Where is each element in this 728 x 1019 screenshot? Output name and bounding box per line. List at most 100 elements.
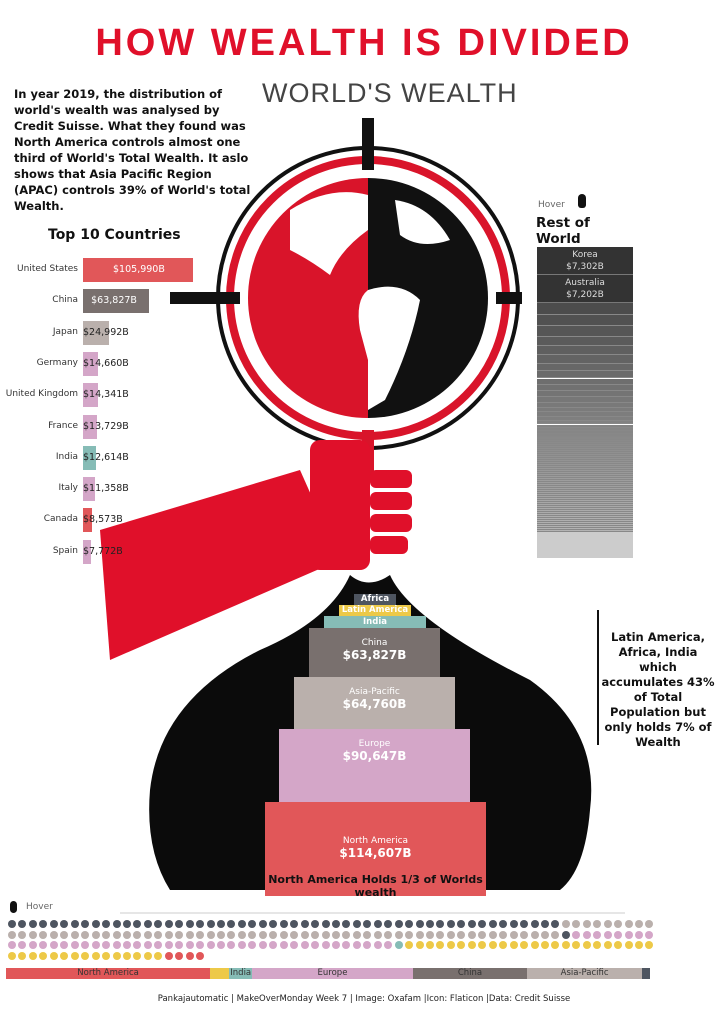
- wealth-dot[interactable]: [164, 920, 173, 928]
- wealth-dot[interactable]: [279, 941, 288, 949]
- wealth-dot[interactable]: [196, 930, 205, 939]
- wealth-dot[interactable]: [467, 941, 476, 949]
- region-block[interactable]: India: [324, 616, 426, 628]
- wealth-dot[interactable]: [614, 941, 623, 949]
- wealth-dot[interactable]: [342, 930, 351, 939]
- wealth-dot[interactable]: [499, 930, 508, 939]
- wealth-dot[interactable]: [363, 920, 372, 928]
- country-row[interactable]: Italy $11,358B: [0, 477, 260, 502]
- wealth-dot[interactable]: [237, 920, 246, 928]
- wealth-dot[interactable]: [28, 920, 37, 928]
- wealth-dot[interactable]: [112, 951, 121, 960]
- wealth-dot[interactable]: [175, 920, 184, 928]
- wealth-dot[interactable]: [467, 930, 476, 939]
- rest-of-world-item[interactable]: [537, 416, 633, 421]
- wealth-dot[interactable]: [457, 920, 466, 928]
- wealth-dot[interactable]: [426, 930, 434, 939]
- wealth-dot[interactable]: [217, 920, 225, 928]
- wealth-dot[interactable]: [143, 941, 152, 949]
- wealth-dot[interactable]: [258, 941, 267, 949]
- rest-of-world-item[interactable]: [537, 336, 633, 347]
- wealth-dot[interactable]: [133, 930, 142, 939]
- wealth-dot[interactable]: [373, 941, 382, 949]
- wealth-dot[interactable]: [467, 920, 476, 928]
- rest-of-world-item[interactable]: [537, 524, 633, 527]
- rest-of-world-item[interactable]: [537, 498, 633, 501]
- wealth-dot[interactable]: [446, 930, 455, 939]
- wealth-dot[interactable]: [499, 920, 508, 928]
- wealth-dot[interactable]: [572, 920, 581, 928]
- rest-of-world-item[interactable]: [537, 520, 633, 523]
- wealth-dot[interactable]: [331, 930, 340, 939]
- rest-of-world-item[interactable]: [537, 456, 633, 459]
- rest-of-world-item[interactable]: [537, 437, 633, 440]
- rest-of-world-item[interactable]: [537, 468, 633, 471]
- wealth-dot[interactable]: [154, 930, 163, 939]
- wealth-dot[interactable]: [394, 930, 403, 939]
- rest-of-world-item[interactable]: [537, 439, 633, 443]
- rest-of-world-item[interactable]: [537, 522, 633, 525]
- wealth-dot[interactable]: [8, 951, 16, 960]
- rest-of-world-item[interactable]: [537, 454, 633, 457]
- wealth-dot[interactable]: [143, 920, 152, 928]
- rest-of-world-item[interactable]: [537, 397, 633, 403]
- wealth-dot[interactable]: [70, 941, 79, 949]
- rest-of-world-item[interactable]: [537, 474, 633, 477]
- wealth-dot[interactable]: [60, 941, 69, 949]
- wealth-dot[interactable]: [122, 920, 131, 928]
- wealth-dot[interactable]: [478, 920, 487, 928]
- wealth-dot[interactable]: [331, 920, 340, 928]
- rest-of-world-item[interactable]: [537, 412, 633, 417]
- wealth-dot[interactable]: [342, 920, 351, 928]
- wealth-dot[interactable]: [91, 941, 100, 949]
- wealth-dot[interactable]: [237, 941, 246, 949]
- wealth-dot[interactable]: [60, 930, 69, 939]
- country-row[interactable]: United States $105,990B: [0, 258, 260, 282]
- rest-of-world-item[interactable]: [537, 434, 633, 438]
- wealth-dot[interactable]: [603, 941, 612, 949]
- wealth-dot[interactable]: [373, 920, 382, 928]
- country-bar[interactable]: [83, 289, 150, 314]
- wealth-dot[interactable]: [415, 941, 424, 949]
- wealth-dot[interactable]: [248, 941, 257, 949]
- country-bar[interactable]: [83, 258, 194, 282]
- wealth-dot[interactable]: [70, 930, 79, 939]
- wealth-dot[interactable]: [520, 941, 529, 949]
- country-row[interactable]: Spain $7,772B: [0, 539, 260, 564]
- wealth-dot[interactable]: [175, 941, 184, 949]
- wealth-dot[interactable]: [551, 930, 560, 939]
- wealth-dot[interactable]: [311, 930, 320, 939]
- rest-of-world-item[interactable]: [537, 385, 633, 392]
- wealth-dot[interactable]: [582, 941, 591, 949]
- country-bar[interactable]: [83, 414, 98, 439]
- wealth-dot[interactable]: [394, 920, 403, 928]
- wealth-dot[interactable]: [164, 951, 173, 960]
- rest-of-world-item[interactable]: [537, 466, 633, 469]
- wealth-dot[interactable]: [154, 951, 163, 960]
- wealth-dot[interactable]: [122, 941, 131, 949]
- wealth-dot[interactable]: [561, 930, 570, 939]
- wealth-dot[interactable]: [279, 920, 288, 928]
- rest-of-world-item[interactable]: [537, 371, 633, 379]
- wealth-dot[interactable]: [614, 930, 623, 939]
- country-bar[interactable]: [83, 383, 98, 408]
- wealth-dot[interactable]: [143, 951, 152, 960]
- wealth-dot[interactable]: [112, 920, 121, 928]
- wealth-dot[interactable]: [342, 941, 351, 949]
- rest-of-world-item[interactable]: [537, 448, 633, 451]
- wealth-dot[interactable]: [102, 920, 111, 928]
- rest-of-world-item[interactable]: [537, 460, 633, 463]
- wealth-dot[interactable]: [499, 941, 508, 949]
- wealth-dot[interactable]: [102, 951, 111, 960]
- region-share-segment[interactable]: [210, 968, 230, 979]
- rest-of-world-item[interactable]: [537, 528, 633, 531]
- wealth-dot[interactable]: [81, 941, 90, 949]
- wealth-dot[interactable]: [81, 920, 90, 928]
- wealth-dot[interactable]: [593, 941, 602, 949]
- country-bar[interactable]: [83, 508, 92, 533]
- wealth-dot[interactable]: [154, 920, 163, 928]
- wealth-dot[interactable]: [384, 930, 393, 939]
- wealth-dot[interactable]: [331, 941, 340, 949]
- wealth-dot[interactable]: [436, 920, 445, 928]
- rest-of-world-item[interactable]: [537, 518, 633, 521]
